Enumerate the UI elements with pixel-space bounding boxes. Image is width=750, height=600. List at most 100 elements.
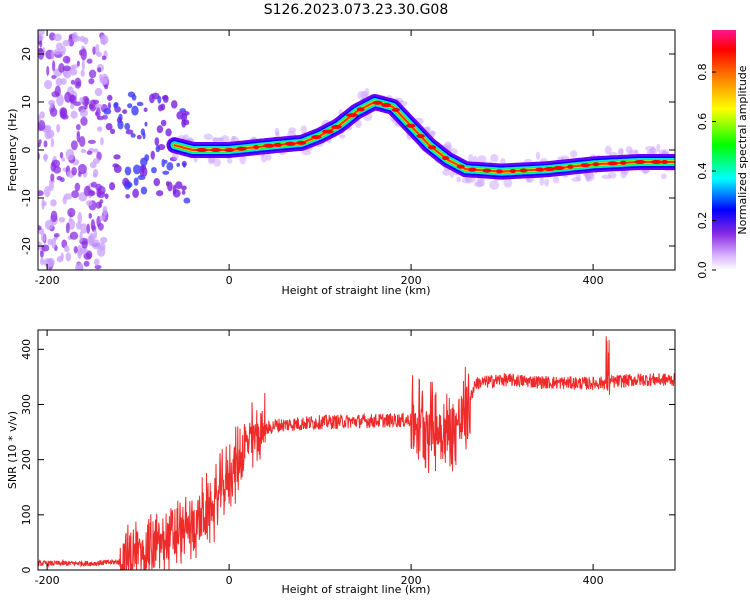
ridge-peak [495, 169, 504, 174]
noise-blob [102, 205, 108, 216]
ridge-peak [391, 107, 400, 112]
halo-blob [430, 130, 436, 138]
spectrogram-x-ticks: -200 0 200 400 [35, 30, 604, 287]
ridge-peak [284, 141, 296, 146]
halo-blob [651, 146, 656, 154]
y-tick-label: 100 [20, 504, 33, 525]
noise-blob [125, 129, 134, 135]
halo-blob [477, 155, 487, 164]
noise-blob [150, 150, 156, 160]
halo-blob [364, 88, 370, 98]
halo-blob [489, 180, 500, 190]
noise-blob [97, 222, 104, 231]
noise-blob [96, 115, 104, 121]
noise-blob [107, 102, 112, 110]
halo-blob [260, 153, 268, 163]
noise-blob [88, 103, 95, 110]
ridge-peak [296, 140, 307, 145]
noise-blob [73, 245, 78, 254]
noise-blob [76, 221, 82, 230]
halo-blob [625, 146, 633, 154]
noise-blob [44, 79, 53, 90]
noise-blob [153, 178, 161, 187]
halo-blob [239, 155, 247, 165]
ridge-peak [467, 167, 477, 172]
ridge-peak [416, 134, 425, 139]
noise-blob [149, 93, 155, 104]
noise-blob [95, 106, 101, 119]
noise-blob [50, 173, 55, 182]
halo-blob [468, 154, 474, 163]
noise-blob [75, 35, 81, 42]
y-tick-label: 0 [20, 147, 33, 154]
ridge-peak [442, 156, 450, 161]
y-tick-label: 200 [20, 449, 33, 470]
ridge-peak [607, 161, 619, 166]
noise-blob [79, 231, 83, 242]
noise-blob [50, 137, 54, 148]
noise-blob [172, 189, 181, 198]
noise-blob [144, 121, 148, 127]
noise-blob [130, 133, 136, 138]
noise-blob [70, 110, 78, 119]
noise-blob [54, 48, 62, 55]
noise-blob [96, 126, 103, 132]
noise-blob [43, 258, 52, 267]
ridge-peak [311, 135, 322, 140]
noise-blob [77, 249, 82, 259]
snr-frame [37, 329, 676, 571]
figure-title: S126.2023.073.23.30.G08 [264, 2, 449, 18]
noise-blob [133, 177, 139, 186]
noise-blob [163, 159, 168, 164]
x-tick-label: -200 [35, 574, 60, 587]
noise-blob [48, 181, 54, 192]
noise-blob [165, 128, 172, 137]
noise-blob [58, 216, 66, 223]
noise-blob [94, 87, 103, 97]
noise-blob [80, 116, 88, 126]
noise-blob [92, 158, 100, 165]
noise-blob [154, 137, 160, 146]
halo-blob [442, 169, 451, 176]
colorbar-tick-label: 0.0 [696, 261, 709, 279]
noise-blob [69, 68, 78, 76]
noise-blob [62, 195, 67, 205]
ridge-peak [567, 164, 574, 169]
halo-blob [461, 177, 469, 184]
halo-blob [226, 158, 233, 164]
noise-blob [165, 180, 170, 187]
y-tick-label: 400 [20, 339, 33, 360]
noise-blob [56, 42, 63, 50]
noise-blob [87, 139, 96, 144]
noise-blob [83, 260, 90, 267]
halo-blob [569, 150, 578, 158]
halo-blob [213, 158, 222, 167]
noise-blob [100, 236, 108, 244]
ridge-peak [580, 163, 591, 168]
noise-blob [79, 108, 89, 118]
halo-blob [231, 135, 236, 141]
noise-blob [107, 94, 113, 101]
noise-blob [105, 122, 113, 131]
noise-blob [117, 120, 124, 130]
noise-blob [62, 39, 71, 47]
noise-blob [113, 154, 121, 160]
noise-blob [160, 119, 167, 127]
colorbar-ticks: 0.0 0.2 0.4 0.6 0.8 [696, 63, 716, 279]
noise-blob [125, 181, 133, 188]
noise-blob [38, 120, 46, 131]
noise-blob [51, 49, 55, 60]
noise-blob [113, 102, 118, 109]
noise-blob [50, 199, 57, 207]
x-tick-label: 400 [583, 574, 604, 587]
noise-blob [65, 222, 70, 234]
ridge-peak [619, 160, 627, 165]
noise-blob [75, 124, 81, 131]
noise-blob [183, 197, 191, 204]
noise-blob [62, 65, 72, 72]
noise-blob [51, 237, 57, 249]
noise-blob [140, 186, 148, 195]
ridge-peak [535, 167, 545, 172]
halo-blob [535, 151, 541, 160]
noise-blob [162, 170, 170, 175]
